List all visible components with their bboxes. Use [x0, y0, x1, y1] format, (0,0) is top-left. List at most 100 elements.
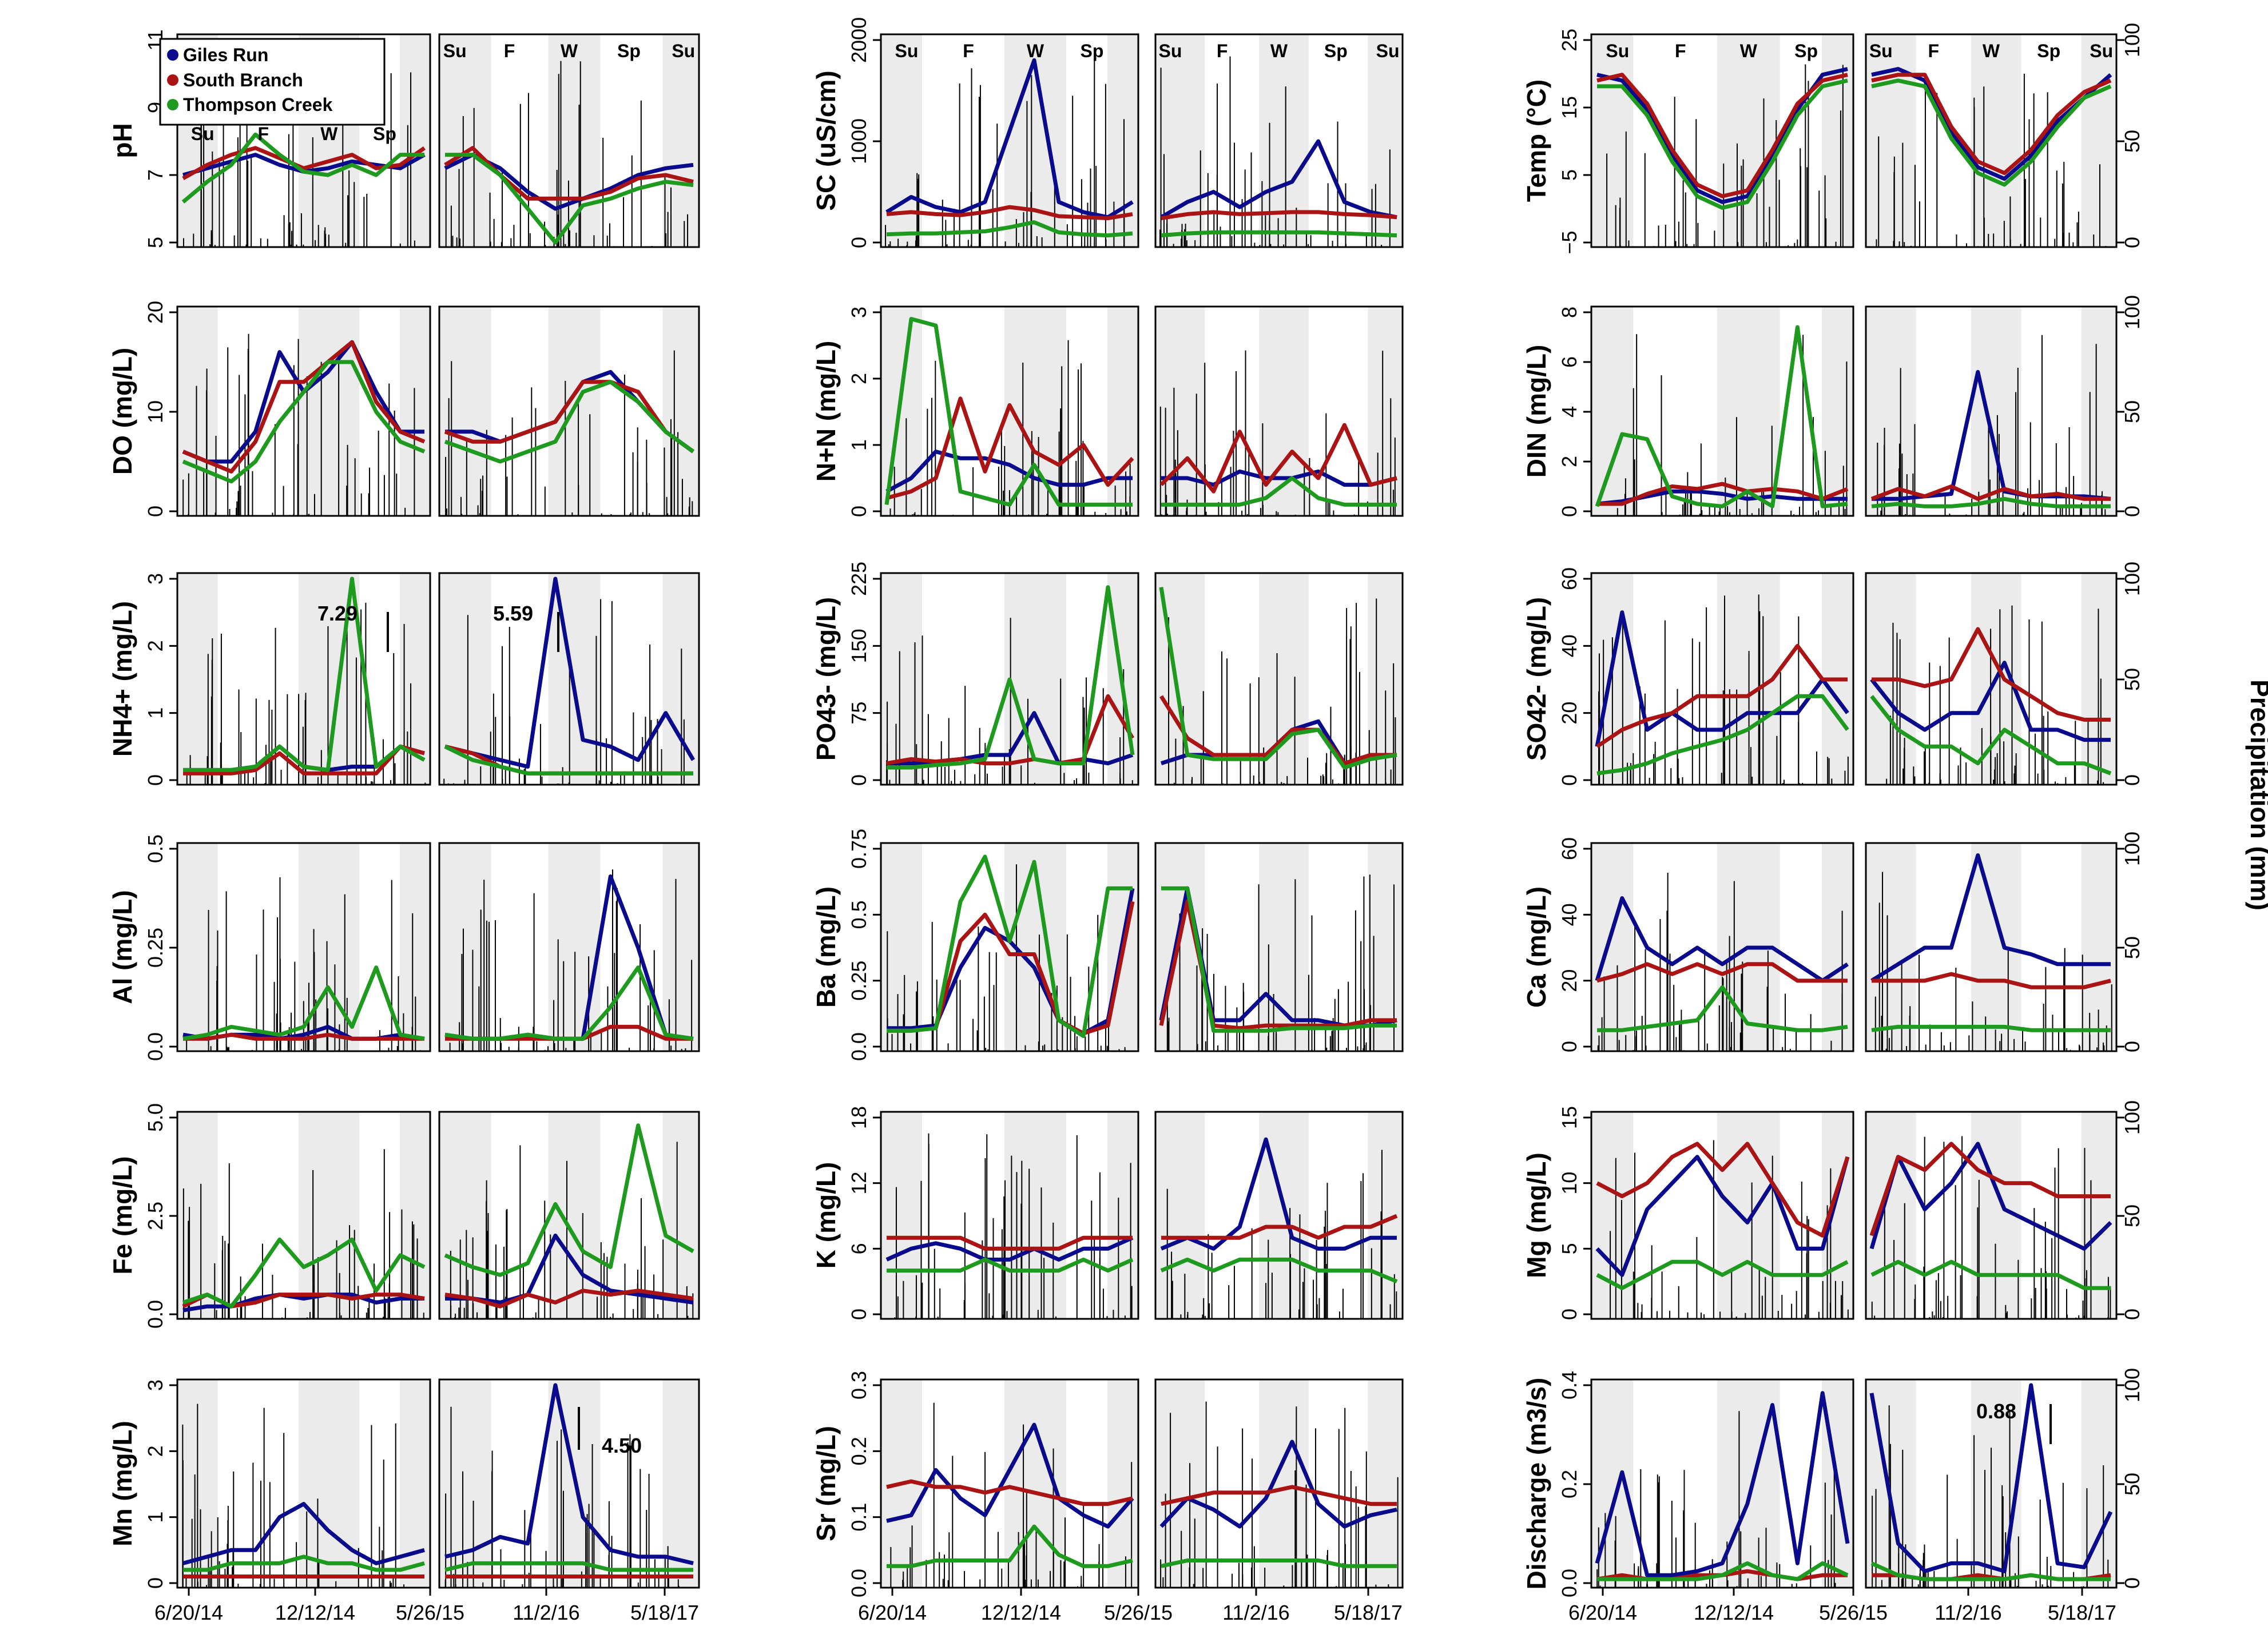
- season-shade: [1866, 34, 1916, 247]
- panel-frame: [1590, 33, 1854, 248]
- season-shade: [1717, 307, 1780, 516]
- season-shade: [1971, 34, 2021, 247]
- y-tick-label: 20: [1558, 702, 1581, 725]
- y-tick-label: 25: [1558, 29, 1581, 51]
- precip-axis-label: Precipitation (mm): [2245, 679, 2268, 911]
- series-line-thompson_creek: [182, 1237, 426, 1309]
- x-tick-label: 12/12/14: [1694, 1601, 1774, 1624]
- season-shade: [1107, 1379, 1138, 1588]
- season-shade: [1368, 1112, 1403, 1319]
- series-line-south_branch: [1159, 423, 1397, 494]
- series-line-giles_run: [885, 58, 1134, 220]
- y-tick-label: 0.3: [847, 1371, 871, 1399]
- series-line-south_branch: [1159, 695, 1397, 766]
- precip-tick-label: 0: [2120, 1309, 2144, 1320]
- panel-frame: [438, 33, 700, 248]
- panel-frame: [1154, 572, 1404, 786]
- panel-frame: [1154, 1111, 1404, 1320]
- season-shade: [1259, 573, 1309, 785]
- series-line-thompson_creek: [1597, 1561, 1849, 1581]
- y-tick-label: 20: [1558, 969, 1581, 992]
- y-tick-label: 40: [1558, 634, 1581, 657]
- season-shade: [1591, 843, 1634, 1051]
- series-line-south_branch: [1869, 1142, 2111, 1236]
- y-tick-label: 5: [1558, 169, 1581, 181]
- series-line-giles_run: [1595, 896, 1849, 983]
- panel-frame: [880, 572, 1139, 786]
- season-label: Sp: [617, 41, 641, 61]
- season-shade: [1259, 34, 1309, 247]
- series-line-thompson_creek: [1160, 1257, 1398, 1283]
- series-line-thompson_creek: [1871, 78, 2112, 187]
- series-line-thompson_creek: [444, 380, 695, 464]
- panel-frame: [880, 1378, 1139, 1589]
- series-line-thompson_creek: [1596, 1259, 1849, 1290]
- y-tick-label: 75: [847, 702, 871, 725]
- season-shade: [1368, 1379, 1403, 1588]
- series-line-south_branch: [1161, 1214, 1398, 1240]
- season-shade: [1822, 843, 1853, 1051]
- y-tick-label: 0: [847, 1309, 871, 1320]
- season-shade: [177, 307, 218, 516]
- y-tick-label: 6: [1558, 356, 1581, 368]
- season-shade: [662, 307, 699, 516]
- y-tick-label: 1: [847, 439, 871, 451]
- series-line-south_branch: [1596, 643, 1848, 749]
- series-line-thompson_creek: [1870, 1561, 2111, 1581]
- season-label: W: [1740, 41, 1758, 61]
- season-label: W: [561, 41, 578, 61]
- season-shade: [299, 307, 360, 516]
- season-shade: [1107, 1112, 1138, 1319]
- season-shade: [1004, 1112, 1066, 1319]
- y-tick-label: 15: [1558, 96, 1581, 119]
- y-tick-label: 6: [847, 1243, 871, 1254]
- panel-frame: [1154, 1378, 1404, 1589]
- series-line-south_branch: [183, 1032, 424, 1041]
- season-shade: [299, 1379, 360, 1588]
- season-label: Su: [191, 124, 215, 144]
- precip-tick-label: 100: [2120, 295, 2144, 329]
- season-label: Su: [1376, 41, 1400, 61]
- series-line-south_branch: [183, 744, 425, 776]
- series-line-giles_run: [182, 1502, 425, 1565]
- y-tick-label: 0.0: [144, 1300, 167, 1329]
- x-tick-label: 5/18/17: [1334, 1601, 1403, 1624]
- season-shade: [1259, 843, 1309, 1051]
- series-line-south_branch: [886, 396, 1134, 500]
- season-shade: [1822, 307, 1853, 516]
- series-line-giles_run: [885, 1236, 1134, 1262]
- panel-frame: [438, 1111, 700, 1320]
- y-tick-label: 0: [144, 1577, 167, 1589]
- y-tick-label: 0.4: [1558, 1371, 1581, 1399]
- panel-frame: [880, 842, 1139, 1052]
- x-tick-label: 12/12/14: [981, 1601, 1061, 1624]
- series-line-thompson_creek: [444, 1561, 693, 1572]
- series-line-thompson_creek: [884, 317, 1133, 507]
- series-line-giles_run: [885, 450, 1133, 494]
- season-shade: [1971, 307, 2021, 516]
- precip-tick-label: 0: [2120, 1577, 2144, 1589]
- y-tick-label: 10: [144, 400, 167, 423]
- series-line-south_branch: [1872, 972, 2111, 989]
- precip-tick-label: 100: [2120, 1368, 2144, 1402]
- y-tick-label: −5: [1558, 230, 1581, 254]
- series-line-south_branch: [1596, 1142, 1850, 1238]
- season-shade: [2081, 34, 2116, 247]
- panel-frame: [176, 33, 431, 248]
- annotation-mn-giles: 4.50: [602, 1434, 642, 1457]
- series-line-thompson_creek: [887, 854, 1133, 1038]
- y-axis-label: pH: [108, 123, 137, 158]
- x-tick-label: 5/18/17: [630, 1601, 699, 1624]
- precip-tick-label: 100: [2120, 562, 2144, 596]
- season-shade: [1155, 1379, 1205, 1588]
- season-label: Sp: [373, 124, 396, 144]
- y-tick-label: 2: [144, 640, 167, 651]
- season-shade: [399, 34, 430, 247]
- panel-frame: [176, 572, 431, 786]
- series-line-south_branch: [182, 340, 426, 474]
- season-label: F: [504, 41, 515, 61]
- y-tick-label: 225: [847, 562, 871, 596]
- season-shade: [662, 1379, 699, 1588]
- y-axis-label: Temp (°C): [1522, 79, 1551, 202]
